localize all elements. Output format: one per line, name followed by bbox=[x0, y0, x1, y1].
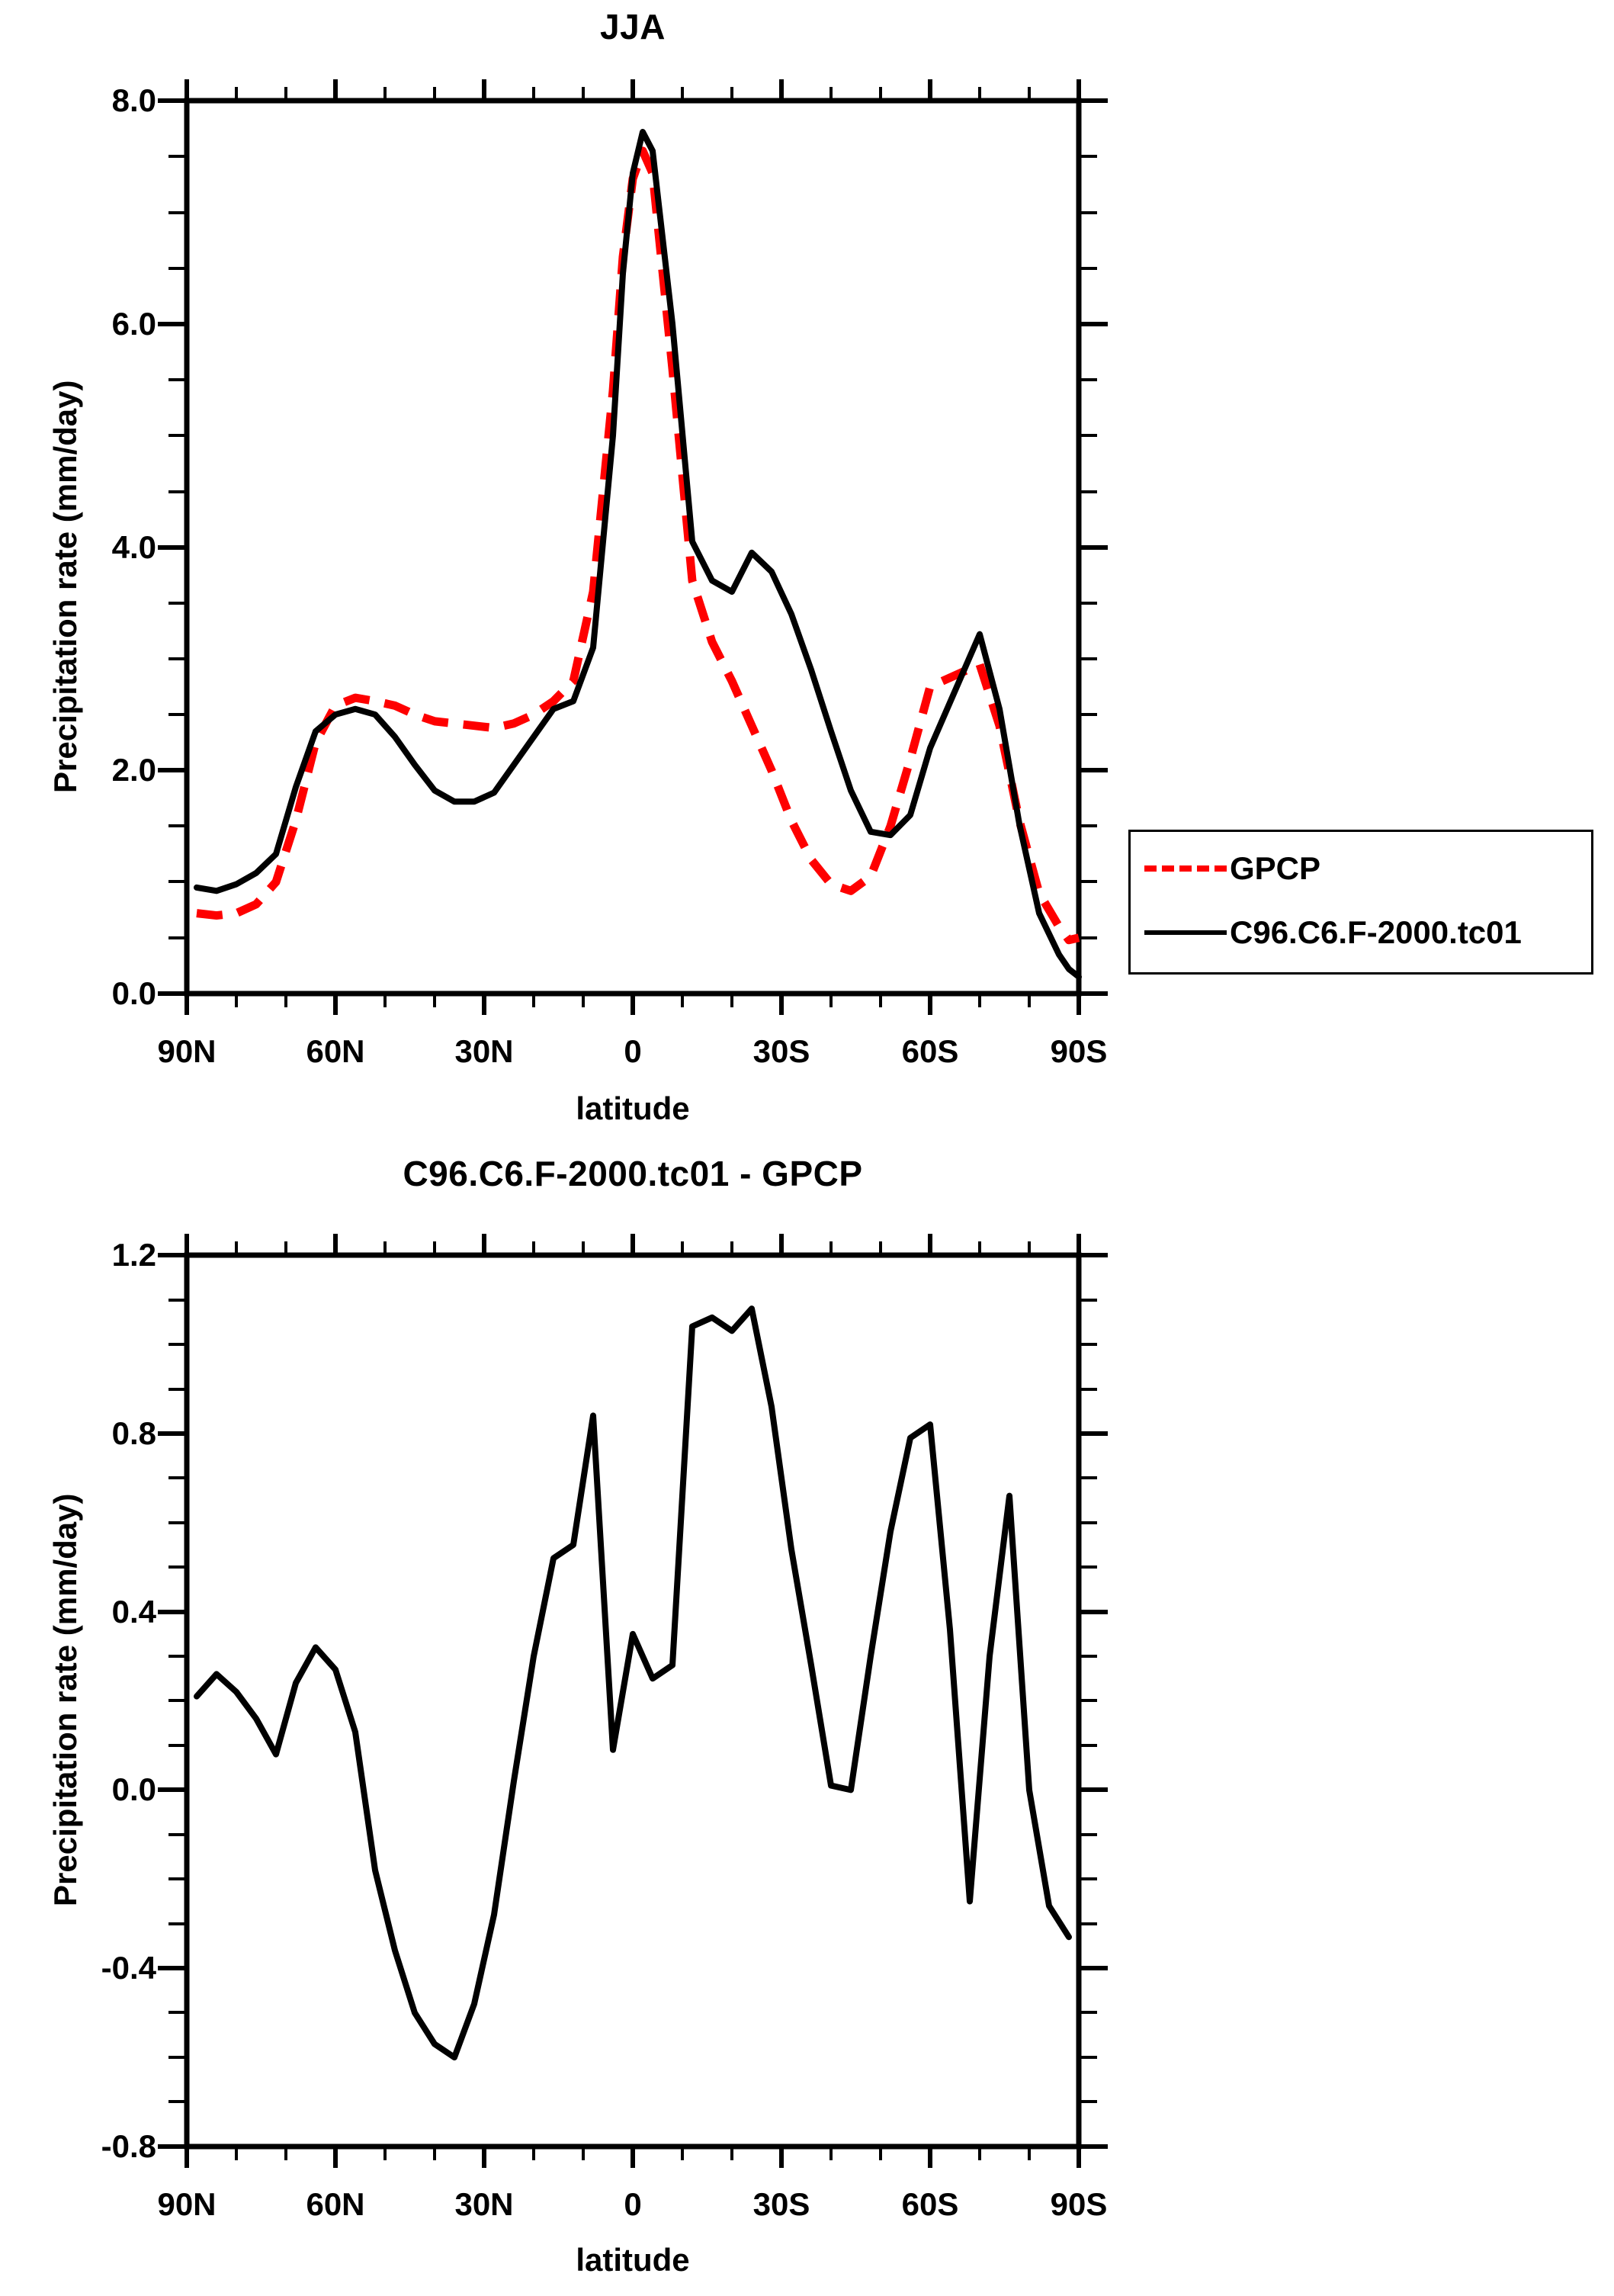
legend-label-c96: C96.C6.F-2000.tc01 bbox=[1230, 914, 1522, 951]
bottom-axis-major-ticks-x bbox=[187, 1234, 1079, 2168]
legend-swatch-c96 bbox=[1144, 930, 1227, 935]
top-axis-major-ticks-x bbox=[187, 79, 1079, 1015]
figure-root: JJA Precipitation rate (mm/day) latitude… bbox=[0, 0, 1614, 2296]
bottom-axis-minor-ticks-x bbox=[236, 1241, 1029, 2160]
bottom-axis-frame bbox=[187, 1255, 1079, 2147]
bottom-panel-plot bbox=[0, 1144, 1614, 2296]
series-c96-line bbox=[197, 132, 1079, 977]
top-axis-minor-ticks-x bbox=[236, 87, 1029, 1007]
series-gpcp-line bbox=[197, 151, 1079, 940]
top-panel: JJA Precipitation rate (mm/day) latitude… bbox=[0, 0, 1614, 1144]
legend-label-gpcp: GPCP bbox=[1230, 850, 1320, 887]
top-axis-minor-ticks-y bbox=[168, 156, 1097, 938]
top-axis-frame bbox=[187, 101, 1079, 994]
bottom-panel: C96.C6.F-2000.tc01 - GPCP Precipitation … bbox=[0, 1144, 1614, 2296]
legend: GPCP C96.C6.F-2000.tc01 bbox=[1128, 830, 1593, 975]
legend-swatch-gpcp bbox=[1144, 865, 1227, 872]
legend-item-gpcp[interactable]: GPCP bbox=[1144, 850, 1320, 887]
series-difference-line bbox=[197, 1309, 1069, 2057]
legend-item-c96[interactable]: C96.C6.F-2000.tc01 bbox=[1144, 914, 1522, 951]
bottom-axis-major-ticks-y bbox=[158, 1255, 1108, 2147]
top-axis-major-ticks-y bbox=[158, 101, 1108, 994]
